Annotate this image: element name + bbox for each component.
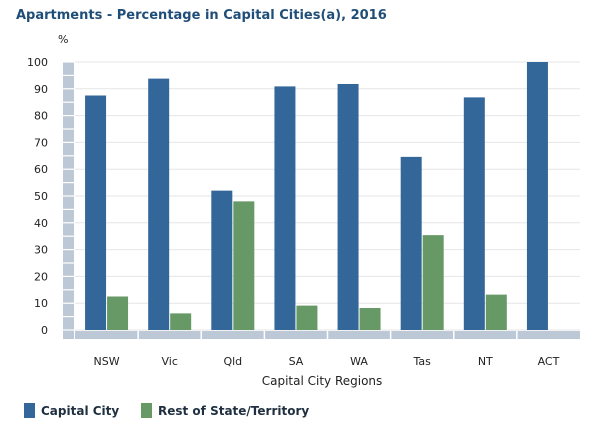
y-tick-label: 20 — [34, 270, 48, 283]
y-axis-label: % — [58, 33, 68, 46]
y-tick-label: 100 — [27, 56, 48, 69]
x-tick-label: Vic — [161, 355, 177, 368]
bar-rest-of-state-qld — [233, 201, 255, 330]
chart-title: Apartments - Percentage in Capital Citie… — [16, 8, 387, 23]
x-tick-label: ACT — [538, 355, 560, 368]
y-tick-label: 70 — [34, 136, 48, 149]
y-axis-band — [63, 62, 74, 339]
axes — [63, 61, 580, 339]
x-tick-label: NT — [478, 355, 493, 368]
bar-capital-city-qld — [211, 190, 233, 330]
x-tick-label: NSW — [94, 355, 120, 368]
legend-label-capital-city: Capital City — [41, 403, 120, 418]
y-tick-label: 90 — [34, 83, 48, 96]
y-tick-label: 60 — [34, 163, 48, 176]
bar-capital-city-vic — [148, 78, 170, 330]
bar-rest-of-state-nt — [485, 294, 507, 330]
x-tick-label: Qld — [223, 355, 242, 368]
bar-capital-city-sa — [274, 86, 296, 330]
y-tick-label: 40 — [34, 217, 48, 230]
x-tick-label: WA — [350, 355, 368, 368]
legend-swatch-rest-of-state — [141, 403, 152, 418]
legend-swatch-capital-city — [24, 403, 35, 418]
legend-item-rest-of-state: Rest of State/Territory — [141, 403, 309, 418]
bar-capital-city-wa — [337, 83, 359, 330]
x-axis-label: Capital City Regions — [262, 374, 383, 388]
legend-item-capital-city: Capital City — [24, 403, 119, 418]
y-tick-label: 10 — [34, 297, 48, 310]
bar-rest-of-state-nsw — [107, 296, 129, 330]
x-tick-label: SA — [289, 355, 304, 368]
y-tick-label: 0 — [41, 324, 48, 337]
bar-rest-of-state-tas — [422, 235, 444, 330]
bar-capital-city-act — [526, 62, 548, 330]
x-tick-label: Tas — [413, 355, 432, 368]
y-tick-label: 30 — [34, 244, 48, 257]
legend-label-rest-of-state: Rest of State/Territory — [158, 403, 310, 418]
bars — [85, 62, 548, 330]
y-tick-label: 50 — [34, 190, 48, 203]
bar-rest-of-state-vic — [170, 313, 192, 330]
bar-rest-of-state-wa — [359, 308, 381, 330]
bar-capital-city-tas — [400, 156, 422, 330]
y-tick-label: 80 — [34, 110, 48, 123]
axis-labels: % Capital City Regions 0 10 20 30 40 50 60 70 80… — [27, 33, 560, 388]
bar-rest-of-state-sa — [296, 305, 318, 330]
bar-capital-city-nsw — [85, 95, 107, 330]
bar-capital-city-nt — [463, 97, 485, 330]
